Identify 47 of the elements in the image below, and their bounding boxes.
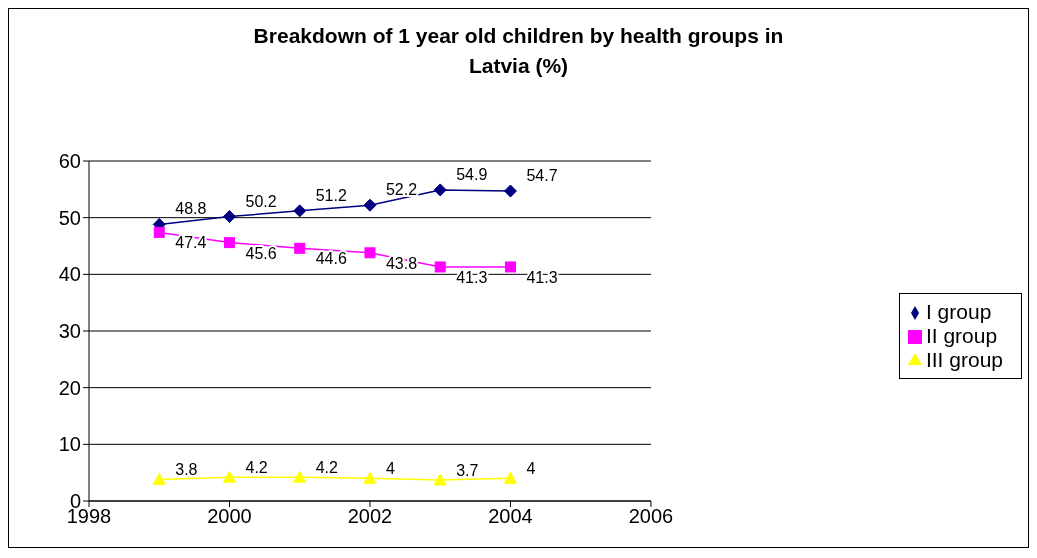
data-label: 4 bbox=[385, 460, 395, 478]
point bbox=[294, 242, 306, 254]
point bbox=[293, 470, 307, 483]
x-tick-label: 2000 bbox=[207, 505, 252, 528]
data-label: 3.7 bbox=[456, 462, 479, 480]
legend-label: II group bbox=[925, 324, 998, 347]
data-label: 52.2 bbox=[385, 181, 418, 199]
data-label: 54.9 bbox=[456, 165, 488, 183]
y-tick-label: 50 bbox=[58, 206, 81, 229]
point bbox=[434, 261, 446, 273]
point bbox=[503, 184, 517, 198]
point bbox=[364, 247, 376, 259]
point bbox=[504, 261, 516, 273]
point bbox=[153, 226, 165, 238]
data-label: 43.8 bbox=[385, 254, 418, 272]
legend-label: I group bbox=[925, 300, 992, 323]
data-label: 4.2 bbox=[315, 459, 339, 477]
data-label: 4.2 bbox=[245, 459, 268, 477]
data-label: 4 bbox=[526, 460, 536, 478]
point bbox=[433, 473, 447, 486]
legend-label: III group bbox=[925, 348, 1003, 371]
y-tick-label: 40 bbox=[58, 263, 81, 286]
data-label: 54.7 bbox=[526, 167, 558, 185]
point bbox=[363, 471, 377, 484]
data-label: 44.6 bbox=[315, 250, 347, 268]
data-label: 3.8 bbox=[175, 461, 198, 479]
point bbox=[152, 472, 166, 485]
y-tick-label: 30 bbox=[58, 320, 81, 343]
data-label: 50.2 bbox=[245, 192, 277, 210]
x-tick-label: 2006 bbox=[628, 505, 674, 528]
point bbox=[503, 471, 517, 484]
data-label: 51.2 bbox=[315, 186, 347, 204]
point bbox=[222, 470, 236, 483]
y-tick-label: 20 bbox=[58, 376, 81, 399]
point bbox=[433, 183, 447, 197]
data-label: 47.4 bbox=[175, 234, 207, 252]
point bbox=[223, 237, 235, 249]
point bbox=[222, 210, 236, 224]
point bbox=[363, 198, 377, 212]
y-tick-label: 60 bbox=[58, 150, 81, 173]
x-tick-label: 2002 bbox=[347, 505, 393, 528]
chart-title: Breakdown of 1 year old children by health groups in Latvia (%) bbox=[252, 23, 785, 79]
data-label: 45.6 bbox=[245, 244, 277, 262]
x-tick-label: 2004 bbox=[488, 505, 533, 528]
y-tick-label: 10 bbox=[58, 433, 81, 456]
data-label: 48.8 bbox=[175, 200, 207, 218]
point bbox=[293, 204, 307, 218]
